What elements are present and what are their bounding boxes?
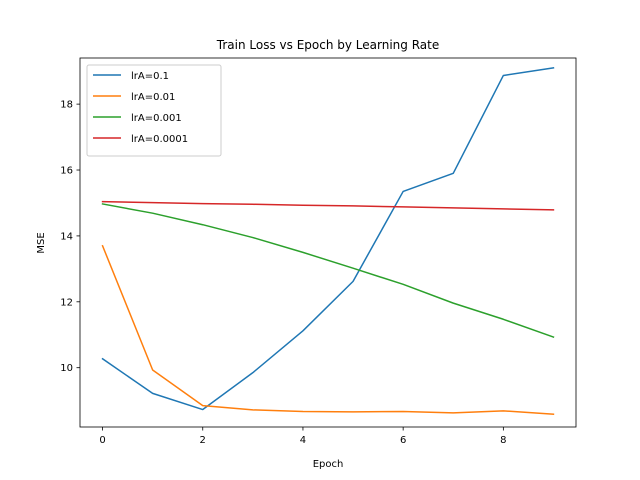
legend: lrA=0.1 lrA=0.01 lrA=0.001 lrA=0.0001 bbox=[86, 64, 222, 157]
y-tick-label: 16 bbox=[60, 166, 73, 177]
legend-label: lrA=0.01 bbox=[131, 92, 175, 103]
chart-title: Train Loss vs Epoch by Learning Rate bbox=[216, 38, 439, 52]
legend-label: lrA=0.001 bbox=[131, 113, 182, 124]
x-axis-label: Epoch bbox=[313, 459, 344, 470]
x-axis: 0 2 4 6 8 bbox=[99, 427, 507, 446]
y-axis: 10 12 14 16 18 bbox=[60, 100, 80, 374]
x-tick-label: 6 bbox=[400, 435, 406, 446]
y-tick-label: 18 bbox=[60, 100, 73, 111]
x-tick-label: 4 bbox=[300, 435, 306, 446]
y-tick-label: 14 bbox=[60, 231, 73, 242]
y-tick-label: 12 bbox=[60, 297, 73, 308]
series-line-3 bbox=[101, 200, 555, 211]
x-tick-label: 2 bbox=[200, 435, 206, 446]
series-line-2 bbox=[101, 203, 555, 339]
plot-area bbox=[79, 57, 577, 428]
legend-frame bbox=[86, 64, 222, 157]
x-tick-label: 8 bbox=[500, 435, 506, 446]
legend-label: lrA=0.0001 bbox=[131, 134, 188, 145]
legend-label: lrA=0.1 bbox=[131, 71, 169, 82]
series-line-1 bbox=[101, 244, 555, 415]
plot-frame bbox=[79, 57, 577, 428]
y-axis-label: MSE bbox=[36, 232, 47, 253]
y-tick-label: 10 bbox=[60, 363, 73, 374]
x-tick-label: 0 bbox=[99, 435, 105, 446]
series-line-0 bbox=[101, 67, 555, 411]
